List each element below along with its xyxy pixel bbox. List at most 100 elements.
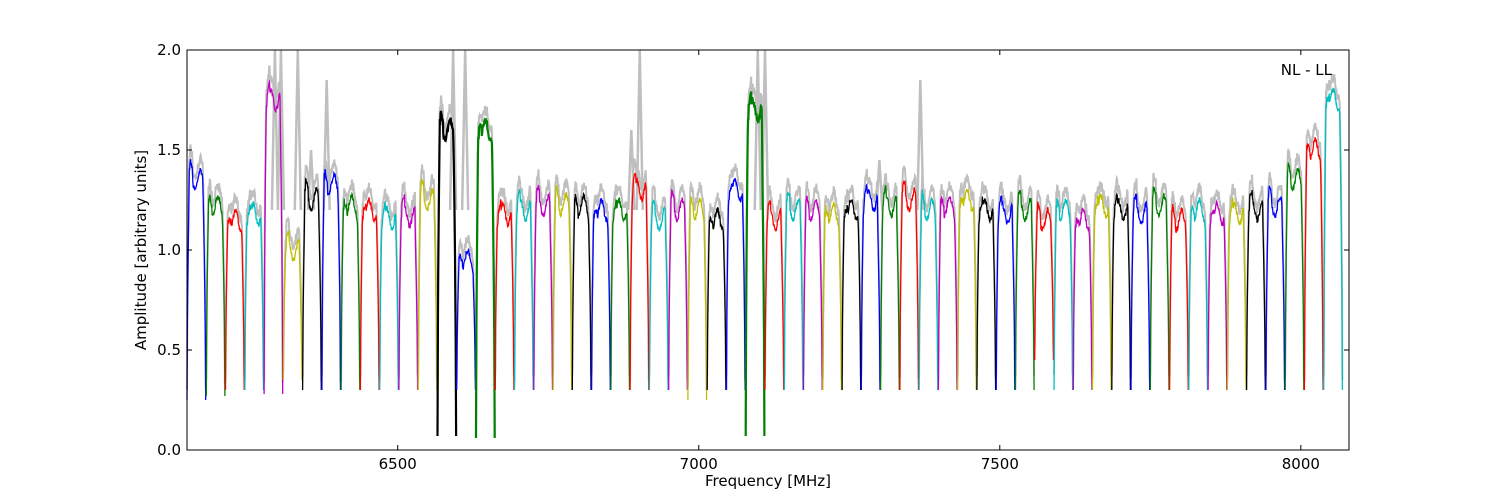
channel-trace (474, 117, 496, 439)
background-trace (667, 178, 689, 382)
rfi-spike (460, 49, 470, 211)
channel-trace (282, 230, 303, 381)
x-tick-label: 8000 (1282, 455, 1320, 473)
background-trace (1091, 181, 1113, 379)
rfi-spike (293, 49, 303, 211)
channel-trace (436, 110, 458, 437)
background-trace (378, 187, 400, 381)
rfi-spike (875, 159, 884, 211)
channel-trace (417, 178, 438, 391)
background-trace (1149, 172, 1170, 377)
background-trace (1303, 122, 1325, 382)
channel-trace (1284, 162, 1305, 391)
channel-trace (359, 197, 380, 391)
channel-trace (224, 208, 245, 391)
y-tick-label: 2.0 (157, 41, 181, 59)
channel-trace (1226, 196, 1247, 391)
channel-trace (860, 182, 881, 391)
channel-trace (744, 91, 766, 437)
channel-trace (205, 194, 226, 397)
background-trace (1168, 191, 1190, 378)
background-trace (648, 183, 670, 380)
channel-trace (1053, 198, 1074, 391)
background-trace (205, 177, 226, 385)
rfi-spike (306, 149, 316, 211)
background-trace (725, 163, 747, 380)
background-trace (301, 164, 323, 382)
y-tick-label: 0.5 (157, 341, 181, 359)
background-traces (186, 49, 1344, 430)
background-trace (821, 186, 843, 380)
y-tick-label: 0.0 (157, 441, 181, 459)
background-trace (243, 187, 265, 381)
channel-trace (879, 185, 900, 391)
background-trace (282, 216, 303, 372)
channel-trace (706, 206, 727, 391)
rfi-spike (753, 49, 763, 211)
background-trace (995, 181, 1016, 377)
channel-trace (513, 188, 534, 391)
channel-trace (1091, 192, 1112, 391)
channel-trace (244, 201, 265, 391)
y-tick-label: 1.0 (157, 241, 181, 259)
channel-trace (533, 184, 554, 391)
background-trace (1226, 183, 1247, 380)
background-trace (455, 234, 477, 382)
channel-trace (976, 196, 997, 391)
background-trace (783, 177, 804, 380)
background-trace (1245, 174, 1267, 378)
background-trace (706, 192, 727, 382)
channel-trace (725, 177, 746, 391)
channel-trace (648, 199, 669, 391)
rfi-spike (916, 79, 925, 211)
background-trace (359, 182, 381, 378)
background-trace (475, 105, 496, 430)
channel-trace (1130, 193, 1151, 391)
channel-trace (1207, 198, 1228, 391)
channel-trace (1034, 201, 1055, 361)
background-trace (532, 169, 554, 379)
channel-trace (1111, 192, 1132, 391)
channel-trace (610, 196, 631, 391)
channel-traces (186, 80, 1344, 439)
channel-trace (995, 195, 1016, 391)
channel-trace (687, 196, 708, 401)
rfi-spike (270, 49, 280, 211)
background-trace (571, 181, 592, 376)
channel-trace (340, 191, 361, 391)
background-trace (513, 175, 535, 383)
channel-trace (1245, 189, 1266, 391)
y-axis-label: Amplitude [arbitrary units] (132, 150, 150, 350)
background-trace (1322, 73, 1344, 380)
background-trace (937, 181, 959, 382)
background-trace (552, 174, 573, 376)
background-trace (1284, 148, 1305, 380)
x-tick-label: 7500 (981, 455, 1019, 473)
channel-trace (957, 188, 977, 391)
channel-trace (899, 180, 920, 391)
channel-trace (398, 194, 419, 391)
x-tick-label: 7000 (680, 455, 718, 473)
y-tick-label: 1.5 (157, 141, 181, 159)
channel-trace (841, 199, 862, 391)
channel-trace (668, 189, 688, 391)
channel-trace (494, 199, 515, 391)
background-trace (340, 179, 361, 382)
channel-trace (1149, 186, 1170, 391)
background-trace (224, 191, 246, 380)
background-trace (609, 184, 631, 377)
background-trace (1072, 193, 1093, 378)
channel-trace (1323, 87, 1344, 391)
channel-trace (764, 199, 785, 391)
background-trace (898, 165, 920, 379)
background-trace (841, 184, 862, 378)
channel-trace (937, 196, 958, 391)
channel-trace (552, 184, 573, 391)
background-trace (417, 164, 438, 380)
baseline-annotation: NL - LL (1281, 61, 1333, 79)
channel-trace (590, 197, 611, 391)
channel-trace (802, 195, 823, 391)
channel-trace (456, 247, 477, 391)
x-axis-ticks: 6500 7000 7500 8000 (379, 50, 1320, 473)
